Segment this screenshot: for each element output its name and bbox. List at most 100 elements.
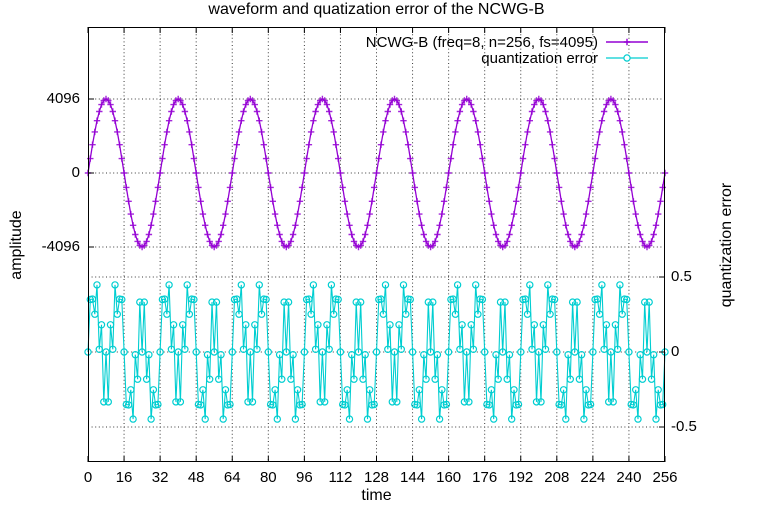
- error-series-marker: [609, 398, 617, 406]
- error-series-marker: [129, 415, 137, 423]
- error-series-marker: [490, 415, 498, 423]
- error-series-marker: [307, 310, 315, 318]
- error-series-marker: [607, 348, 615, 356]
- error-series-marker: [172, 398, 180, 406]
- error-series-marker: [465, 398, 473, 406]
- x-tick-label: 240: [616, 469, 642, 486]
- legend-sample-error-marker: [623, 54, 631, 62]
- error-series-marker: [503, 375, 511, 383]
- error-series-marker: [178, 321, 187, 329]
- error-series-marker: [228, 348, 236, 356]
- error-series-marker: [124, 401, 133, 409]
- x-tick-label: 144: [400, 469, 426, 486]
- error-series-marker: [212, 298, 221, 306]
- x-tick-label: 80: [259, 469, 277, 486]
- x-tick-label: 160: [436, 469, 462, 486]
- error-series-marker: [629, 401, 638, 409]
- error-series-marker: [156, 348, 164, 356]
- error-series-marker: [311, 345, 320, 353]
- error-series-marker: [469, 345, 478, 353]
- error-series-marker: [478, 295, 487, 304]
- error-series-marker: [442, 400, 451, 409]
- error-series-marker: [205, 375, 214, 383]
- y-tick-label-right: -0.5: [671, 418, 697, 435]
- error-series-marker: [390, 348, 399, 356]
- x-tick-label: 64: [223, 469, 241, 486]
- error-series-marker: [499, 348, 507, 356]
- error-series-marker: [422, 375, 430, 383]
- error-series-marker: [449, 295, 457, 303]
- error-series-marker: [327, 281, 336, 289]
- x-axis-label: time: [361, 487, 392, 504]
- error-series-marker: [426, 348, 435, 356]
- error-series-marker: [305, 295, 313, 303]
- error-series-marker: [614, 345, 622, 353]
- error-series-marker: [192, 348, 200, 356]
- error-series-marker: [625, 348, 633, 356]
- error-series-marker: [433, 351, 442, 359]
- error-series-marker: [95, 345, 104, 353]
- error-series-marker: [133, 375, 142, 383]
- error-series-marker: [451, 310, 460, 318]
- error-series-marker: [643, 348, 651, 356]
- error-series-marker: [345, 415, 354, 423]
- error-series-marker: [379, 310, 387, 318]
- x-tick-label: 112: [328, 469, 353, 486]
- error-series-marker: [444, 348, 453, 356]
- error-series-marker: [505, 351, 514, 359]
- error-series-marker: [474, 310, 482, 318]
- error-series-marker: [357, 298, 365, 306]
- error-series-marker: [160, 295, 169, 303]
- error-series-marker: [654, 386, 662, 394]
- error-series-marker: [219, 415, 227, 423]
- error-series-marker: [343, 386, 351, 394]
- error-series-marker: [111, 281, 119, 289]
- y-tick-label-left: -4096: [41, 238, 80, 255]
- error-series-marker: [174, 348, 182, 356]
- error-series-marker: [235, 310, 243, 318]
- error-series-marker: [528, 345, 536, 353]
- error-series-marker: [381, 281, 390, 289]
- waveform-series-markers: [84, 95, 669, 251]
- error-series-marker: [377, 295, 385, 303]
- error-series-marker: [586, 400, 595, 409]
- error-series-marker: [546, 310, 554, 318]
- error-series-marker: [287, 375, 295, 383]
- error-series-marker: [91, 310, 99, 318]
- error-series-marker: [97, 321, 106, 329]
- error-series-marker: [131, 351, 139, 359]
- error-series-marker: [113, 310, 122, 318]
- x-tick-label: 96: [296, 469, 313, 486]
- error-series-marker: [201, 415, 209, 423]
- error-series-marker: [361, 351, 369, 359]
- error-series-marker: [623, 295, 631, 304]
- error-series-marker: [271, 386, 279, 394]
- error-series-marker: [341, 401, 349, 409]
- error-series-marker: [210, 348, 218, 356]
- error-series-marker: [618, 310, 626, 318]
- x-tick-label: 224: [580, 469, 606, 486]
- error-series-marker: [106, 321, 115, 329]
- error-series-marker: [566, 375, 575, 383]
- error-series-marker: [481, 348, 489, 356]
- error-series-marker: [393, 398, 401, 406]
- legend-sample-waveform-marker: [623, 38, 631, 46]
- error-series-marker: [118, 295, 126, 304]
- error-series-marker: [386, 321, 394, 329]
- error-series-marker: [598, 281, 606, 289]
- x-tick-label: 208: [544, 469, 570, 486]
- y-tick-label-right: 0: [671, 343, 680, 360]
- error-series-marker: [429, 298, 437, 306]
- error-series-marker: [530, 321, 539, 329]
- error-series-marker: [494, 375, 502, 383]
- error-series-marker: [589, 348, 597, 356]
- error-series-marker: [577, 351, 586, 359]
- error-series-marker: [309, 281, 318, 289]
- error-series-marker: [508, 415, 516, 423]
- error-series-marker: [359, 375, 367, 383]
- error-series-marker: [257, 310, 266, 318]
- error-series-marker: [496, 298, 505, 306]
- error-series-marker: [638, 375, 647, 383]
- error-series-line: [87, 284, 666, 420]
